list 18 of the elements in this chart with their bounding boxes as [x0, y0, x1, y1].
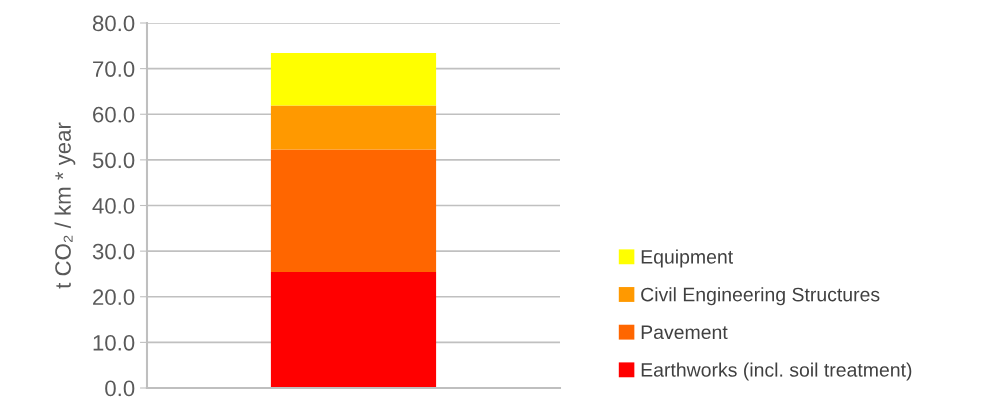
y-tick-label: 80.0	[92, 15, 135, 32]
bar	[270, 53, 437, 106]
y-tick-label: 30.0	[92, 243, 135, 260]
bar	[270, 272, 437, 388]
legend-label: Civil Engineering Structures	[641, 287, 880, 306]
y-tick-label: 10.0	[93, 334, 135, 351]
legend-label: Earthworks (incl. soil treatment)	[641, 362, 912, 381]
bar	[270, 149, 437, 273]
y-axis-title: t CO₂ / km * year	[54, 122, 76, 289]
y-tick-label: 40.0	[92, 198, 135, 214]
legend-label: Equipment	[641, 249, 734, 268]
y-tick-label: 0.0	[105, 380, 135, 397]
y-tick-label: 70.0	[93, 61, 135, 77]
legend-label: Pavement	[641, 325, 728, 340]
y-tick-label: 20.0	[93, 289, 135, 306]
bar	[270, 105, 437, 150]
y-tick-label: 50.0	[92, 152, 135, 169]
y-tick-label: 60.0	[93, 106, 135, 123]
